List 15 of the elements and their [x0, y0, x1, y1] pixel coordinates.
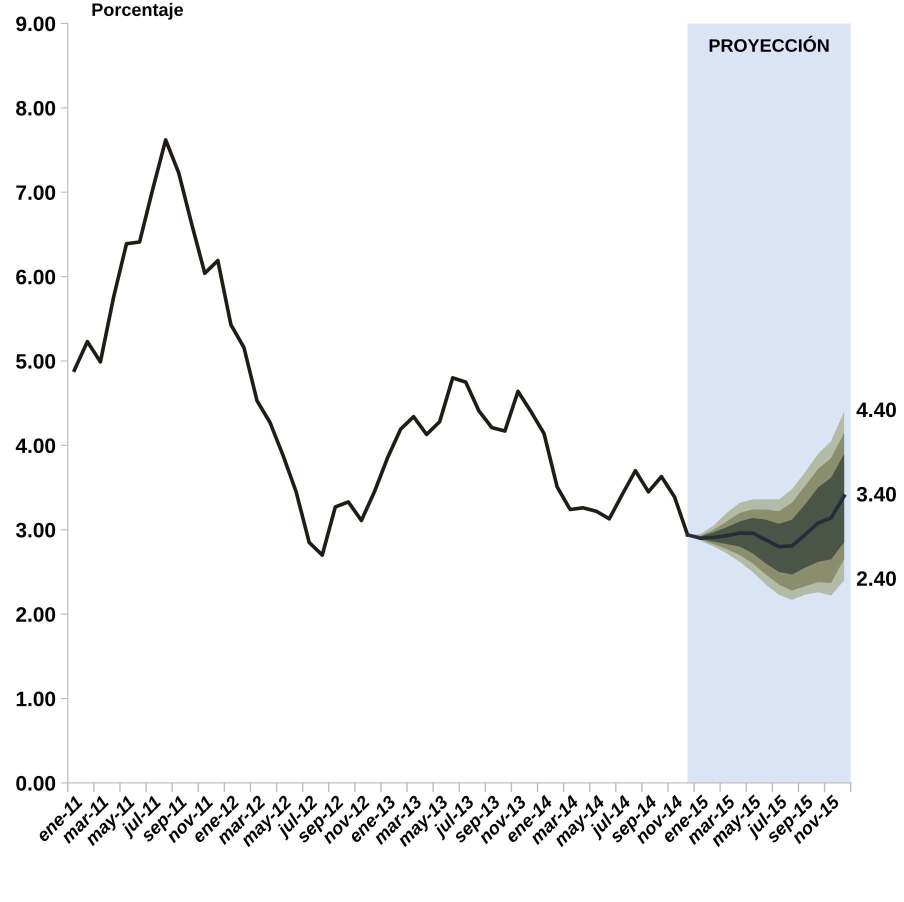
annotation: PROYECCIÓN: [710, 36, 829, 52]
y-tick-label: 7.00: [16, 185, 56, 200]
y-tick-label: 2.00: [16, 607, 56, 622]
text: 2.40: [856, 571, 896, 586]
y-tick-label: 0.00: [16, 776, 56, 791]
text: 3.40: [856, 486, 896, 502]
y-tick-label: 9.00: [16, 16, 56, 32]
y-axis-title: Porcentaje: [92, 2, 183, 20]
y-tick-label: 3.00: [16, 522, 56, 538]
y-tick-label: 4.00: [16, 438, 56, 454]
y-tick-label: 1.00: [16, 692, 56, 706]
y-tick-label: 5.00: [16, 354, 56, 369]
text: 4.40: [856, 402, 896, 418]
y-tick-label: 6.00: [16, 270, 56, 284]
y-tick-label: 8.00: [16, 100, 56, 116]
